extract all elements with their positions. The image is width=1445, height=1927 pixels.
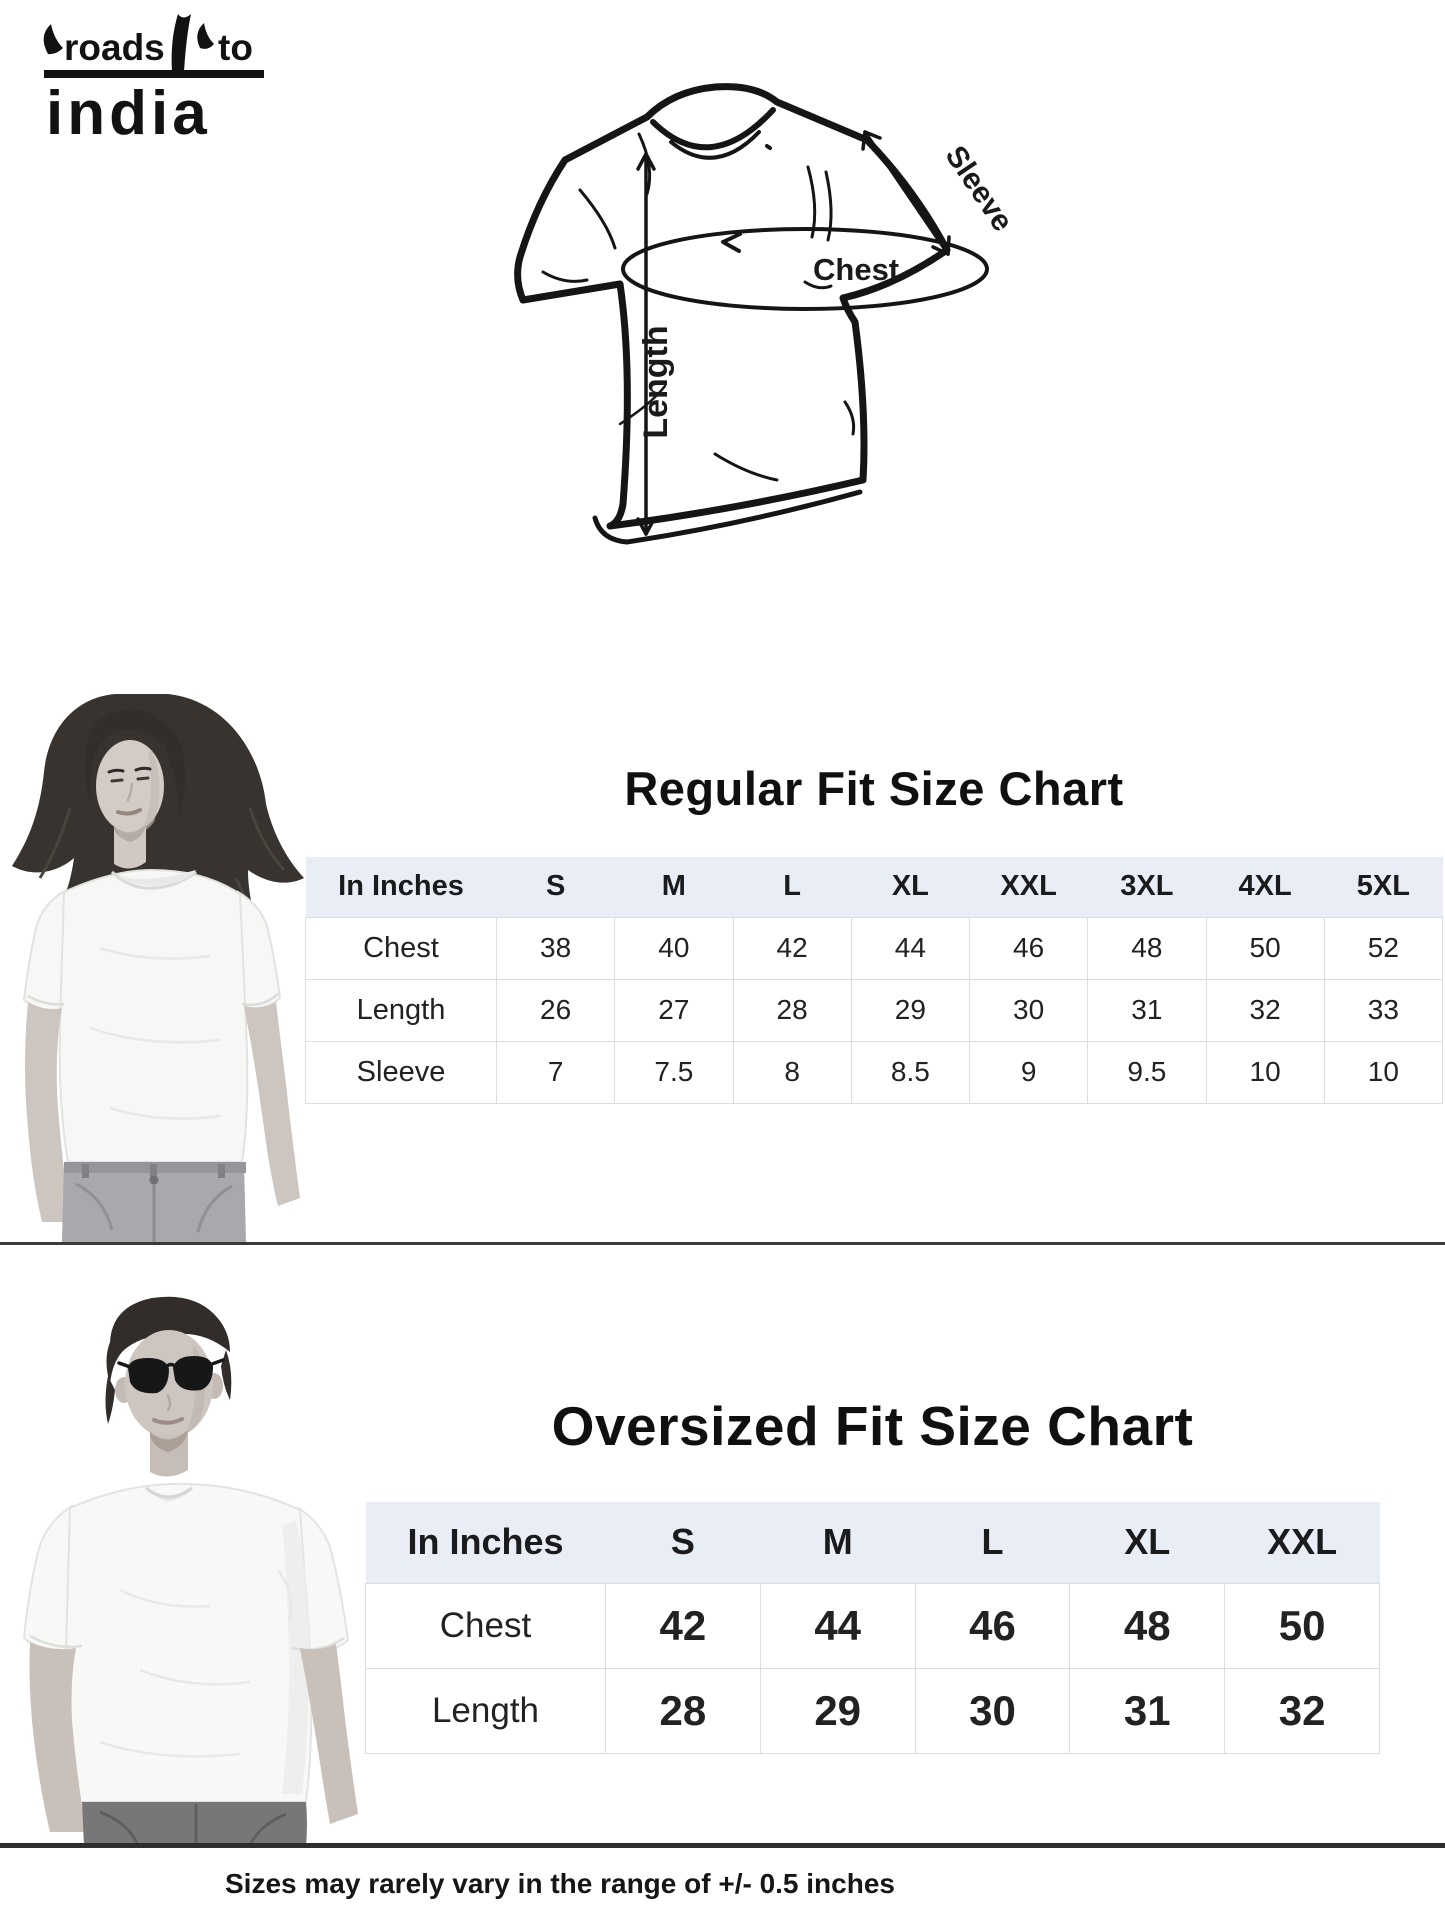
size-cell: 50 bbox=[1205, 916, 1325, 980]
size-header: XXL bbox=[1224, 1502, 1380, 1583]
size-cell: 8.5 bbox=[850, 1040, 971, 1104]
size-header: L bbox=[733, 857, 852, 917]
logo-word-to: to bbox=[218, 27, 253, 68]
size-cell: 30 bbox=[914, 1667, 1071, 1754]
tshirt-hem-fold bbox=[592, 489, 863, 545]
size-header: 5XL bbox=[1324, 857, 1443, 917]
logo-bar bbox=[44, 70, 264, 78]
tshirt-measurement-diagram: Chest Length Sleeve bbox=[514, 83, 1020, 545]
footer-note: Sizes may rarely vary in the range of +/… bbox=[225, 1868, 895, 1899]
size-header: M bbox=[614, 857, 733, 917]
row-label: Sleeve bbox=[305, 1040, 497, 1104]
table-row: Chest 38 40 42 44 46 48 50 52 bbox=[305, 916, 1444, 980]
unit-header: In Inches bbox=[365, 1502, 606, 1583]
size-cell: 31 bbox=[1087, 978, 1207, 1042]
regular-chart-title: Regular Fit Size Chart bbox=[624, 762, 1124, 815]
size-cell: 48 bbox=[1087, 916, 1207, 980]
logo-word-india: india bbox=[46, 79, 211, 142]
tshirt-collar-dot bbox=[765, 144, 772, 150]
regular-header-row: In Inches S M L XL XXL 3XL 4XL 5XL bbox=[305, 857, 1443, 917]
chest-label: Chest bbox=[813, 252, 899, 287]
size-cell: 27 bbox=[614, 978, 734, 1042]
row-label: Length bbox=[305, 978, 497, 1042]
logo-leaf-icon bbox=[197, 23, 214, 49]
size-header: XXL bbox=[969, 857, 1088, 917]
oversized-chart-title: Oversized Fit Size Chart bbox=[551, 1395, 1194, 1457]
size-header: XL bbox=[1069, 1502, 1225, 1583]
section-divider-line bbox=[0, 1242, 1445, 1245]
logo-stroke bbox=[171, 14, 191, 72]
size-cell: 38 bbox=[495, 916, 616, 980]
regular-fit-table: In Inches S M L XL XXL 3XL 4XL 5XL Chest… bbox=[305, 857, 1444, 1104]
logo-word-roads: roads bbox=[64, 27, 165, 68]
size-cell: 40 bbox=[614, 916, 734, 980]
size-cell: 42 bbox=[605, 1582, 761, 1669]
table-row: Chest 42 44 46 48 50 bbox=[365, 1582, 1380, 1669]
size-header: L bbox=[915, 1502, 1070, 1583]
size-cell: 42 bbox=[732, 916, 852, 980]
table-row: Length 26 27 28 29 30 31 32 33 bbox=[305, 978, 1444, 1042]
size-cell: 7.5 bbox=[614, 1040, 734, 1104]
oversized-fit-table: In Inches S M L XL XXL Chest 42 44 46 48… bbox=[365, 1502, 1380, 1754]
table-row: Sleeve 7 7.5 8 8.5 9 9.5 10 10 bbox=[305, 1040, 1444, 1104]
size-cell: 10 bbox=[1205, 1040, 1325, 1104]
size-cell: 44 bbox=[759, 1582, 916, 1669]
size-cell: 28 bbox=[732, 978, 852, 1042]
size-cell: 8 bbox=[732, 1040, 852, 1104]
size-header: XL bbox=[851, 857, 970, 917]
woman-model-photo bbox=[12, 694, 304, 1242]
size-cell: 9.5 bbox=[1087, 1040, 1207, 1104]
size-cell: 32 bbox=[1205, 978, 1325, 1042]
length-label: Length bbox=[637, 325, 675, 438]
row-label: Length bbox=[365, 1667, 606, 1754]
size-header: 4XL bbox=[1206, 857, 1325, 917]
size-cell: 50 bbox=[1224, 1582, 1380, 1669]
brand-logo: roads to india bbox=[43, 14, 264, 142]
size-cell: 29 bbox=[759, 1667, 916, 1754]
man-model-photo bbox=[22, 1296, 358, 1846]
size-cell: 46 bbox=[968, 916, 1089, 980]
size-cell: 44 bbox=[850, 916, 971, 980]
size-header: 3XL bbox=[1087, 857, 1206, 917]
size-cell: 29 bbox=[850, 978, 971, 1042]
oversized-header-row: In Inches S M L XL XXL bbox=[365, 1502, 1380, 1583]
length-measure-line bbox=[618, 152, 667, 536]
size-cell: 46 bbox=[914, 1582, 1071, 1669]
unit-header: In Inches bbox=[305, 857, 497, 917]
sleeve-label: Sleeve bbox=[939, 140, 1020, 237]
row-label: Chest bbox=[305, 916, 497, 980]
tshirt-collar-inner bbox=[669, 130, 761, 160]
size-cell: 48 bbox=[1069, 1582, 1226, 1669]
size-cell: 26 bbox=[495, 978, 616, 1042]
size-cell: 33 bbox=[1323, 978, 1444, 1042]
tshirt-wrinkles bbox=[541, 132, 856, 482]
sleeve-measure-line bbox=[861, 130, 951, 256]
chest-measure-ellipse bbox=[621, 227, 989, 311]
tshirt-collar bbox=[650, 107, 776, 151]
size-header: S bbox=[496, 857, 615, 917]
size-header: S bbox=[605, 1502, 761, 1583]
table-row: Length 28 29 30 31 32 bbox=[365, 1667, 1380, 1754]
size-cell: 31 bbox=[1069, 1667, 1226, 1754]
size-header: M bbox=[760, 1502, 916, 1583]
size-cell: 52 bbox=[1323, 916, 1444, 980]
size-cell: 28 bbox=[605, 1667, 761, 1754]
size-cell: 7 bbox=[495, 1040, 616, 1104]
size-cell: 10 bbox=[1323, 1040, 1444, 1104]
size-cell: 30 bbox=[968, 978, 1089, 1042]
footer-divider-line bbox=[0, 1843, 1445, 1848]
size-cell: 9 bbox=[968, 1040, 1089, 1104]
size-cell: 32 bbox=[1224, 1667, 1380, 1754]
logo-leaf-icon bbox=[43, 24, 63, 55]
row-label: Chest bbox=[365, 1582, 606, 1669]
